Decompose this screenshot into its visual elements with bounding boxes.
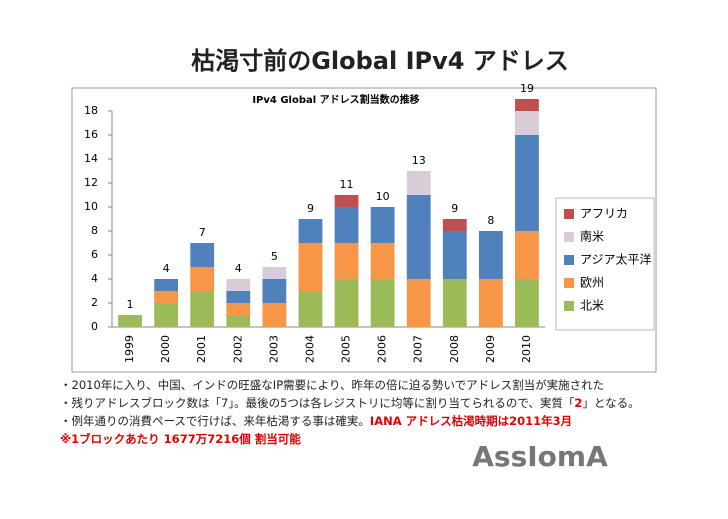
legend-swatch <box>564 278 574 288</box>
bar-segment <box>226 291 251 303</box>
y-tick-label: 12 <box>84 176 98 189</box>
bar-segment <box>334 195 359 207</box>
bar-segment <box>406 279 431 327</box>
legend-swatch <box>564 232 574 242</box>
legend-swatch <box>564 209 574 219</box>
y-tick-label: 2 <box>91 296 98 309</box>
legend-label: アフリカ <box>580 207 628 221</box>
bar-segment <box>406 171 431 195</box>
total-label: 9 <box>451 202 458 215</box>
y-tick-label: 4 <box>91 272 98 285</box>
bar-segment <box>406 195 431 279</box>
bar-segment <box>298 243 323 291</box>
x-tick-label: 2001 <box>195 335 208 363</box>
bullet-text: ・2010年に入り、中国、インドの旺盛なIP需要により、昨年の倍に迫る勢いでアド… <box>60 378 604 392</box>
bar-segment <box>370 207 395 243</box>
total-label: 1 <box>127 298 134 311</box>
bar-segment <box>442 231 467 279</box>
bar-segment <box>515 99 539 111</box>
bar-segment <box>190 243 215 267</box>
bar-segment <box>478 279 503 327</box>
bullet-text: 2 <box>574 396 582 410</box>
bar-segment <box>298 291 323 327</box>
x-tick-label: 2000 <box>159 335 172 363</box>
y-tick-label: 0 <box>91 320 98 333</box>
y-tick-label: 6 <box>91 248 98 261</box>
bar-segment <box>298 219 323 243</box>
legend-label: 欧州 <box>580 276 604 290</box>
bullet: ・例年通りの消費ペースで行けば、来年枯渇する事は確実。IANA アドレス枯渇時期… <box>60 414 572 428</box>
total-label: 13 <box>412 154 426 167</box>
total-label: 4 <box>235 262 242 275</box>
bullet-text: IANA アドレス枯渇時期は2011年3月 <box>370 414 572 428</box>
bar-segment <box>118 315 142 327</box>
bar-segment <box>226 303 251 315</box>
bar-segment <box>370 279 395 327</box>
y-tick-label: 18 <box>84 104 98 117</box>
bar-segment <box>515 231 539 279</box>
bar-segment <box>154 303 179 327</box>
bar-segment <box>334 207 359 243</box>
bar-segment <box>226 279 251 291</box>
bullet: ・残りアドレスブロック数は「7」。最後の5つは各レジストリに均等に割り当てられる… <box>60 396 640 410</box>
logo: AssIomA <box>472 440 608 473</box>
bar-segment <box>442 279 467 327</box>
x-tick-label: 2008 <box>448 335 461 363</box>
x-tick-label: 2004 <box>303 335 316 363</box>
legend-label: 北米 <box>580 299 604 313</box>
bar-segment <box>515 279 539 327</box>
x-tick-label: 2002 <box>231 335 244 363</box>
x-tick-label: 1999 <box>123 335 136 363</box>
total-label: 8 <box>487 214 494 227</box>
legend-swatch <box>564 301 574 311</box>
total-label: 19 <box>520 82 534 95</box>
bullet: ※1ブロックあたり 1677万7216個 割当可能 <box>60 432 301 446</box>
bar-segment <box>154 291 179 303</box>
legend-label: アジア太平洋 <box>580 252 652 267</box>
y-tick-label: 8 <box>91 224 98 237</box>
total-label: 11 <box>340 178 354 191</box>
bar-segment <box>262 279 287 303</box>
bar-segment <box>370 243 395 279</box>
y-tick-label: 16 <box>84 128 98 141</box>
bar-segment <box>334 243 359 279</box>
bar-segment <box>190 291 215 327</box>
slide-title: 枯渇寸前のGlobal IPv4 アドレス <box>191 47 569 75</box>
bar-segment <box>262 303 287 327</box>
x-tick-label: 2003 <box>267 335 280 363</box>
bullet: ・2010年に入り、中国、インドの旺盛なIP需要により、昨年の倍に迫る勢いでアド… <box>60 378 604 392</box>
chart-title: IPv4 Global アドレス割当数の推移 <box>252 93 419 106</box>
total-label: 9 <box>307 202 314 215</box>
total-label: 4 <box>163 262 170 275</box>
y-tick-label: 14 <box>84 152 98 165</box>
bar-segment <box>226 315 251 327</box>
bar-segment <box>478 231 503 279</box>
x-tick-label: 2009 <box>484 335 497 363</box>
bullet-text: ・残りアドレスブロック数は「7」。最後の5つは各レジストリに均等に割り当てられる… <box>60 396 575 410</box>
bar-segment <box>154 279 179 291</box>
legend-swatch <box>564 255 574 265</box>
bar-segment <box>334 279 359 327</box>
total-label: 5 <box>271 250 278 263</box>
x-tick-label: 2007 <box>412 335 425 363</box>
bullet-text: 」となる。 <box>582 396 639 410</box>
bar-segment <box>442 219 467 231</box>
bar-segment <box>190 267 215 291</box>
x-tick-label: 2005 <box>340 335 353 363</box>
x-tick-label: 2010 <box>520 335 533 363</box>
x-tick-label: 2006 <box>376 335 389 363</box>
bar-segment <box>262 267 287 279</box>
bar-segment <box>515 111 539 135</box>
bullet-text: ※1ブロックあたり 1677万7216個 割当可能 <box>60 432 301 446</box>
y-tick-label: 10 <box>84 200 98 213</box>
legend-label: 南米 <box>580 229 604 244</box>
bar-segment <box>515 135 539 231</box>
bullet-text: ・例年通りの消費ペースで行けば、来年枯渇する事は確実。 <box>60 414 370 428</box>
total-label: 7 <box>199 226 206 239</box>
total-label: 10 <box>376 190 390 203</box>
